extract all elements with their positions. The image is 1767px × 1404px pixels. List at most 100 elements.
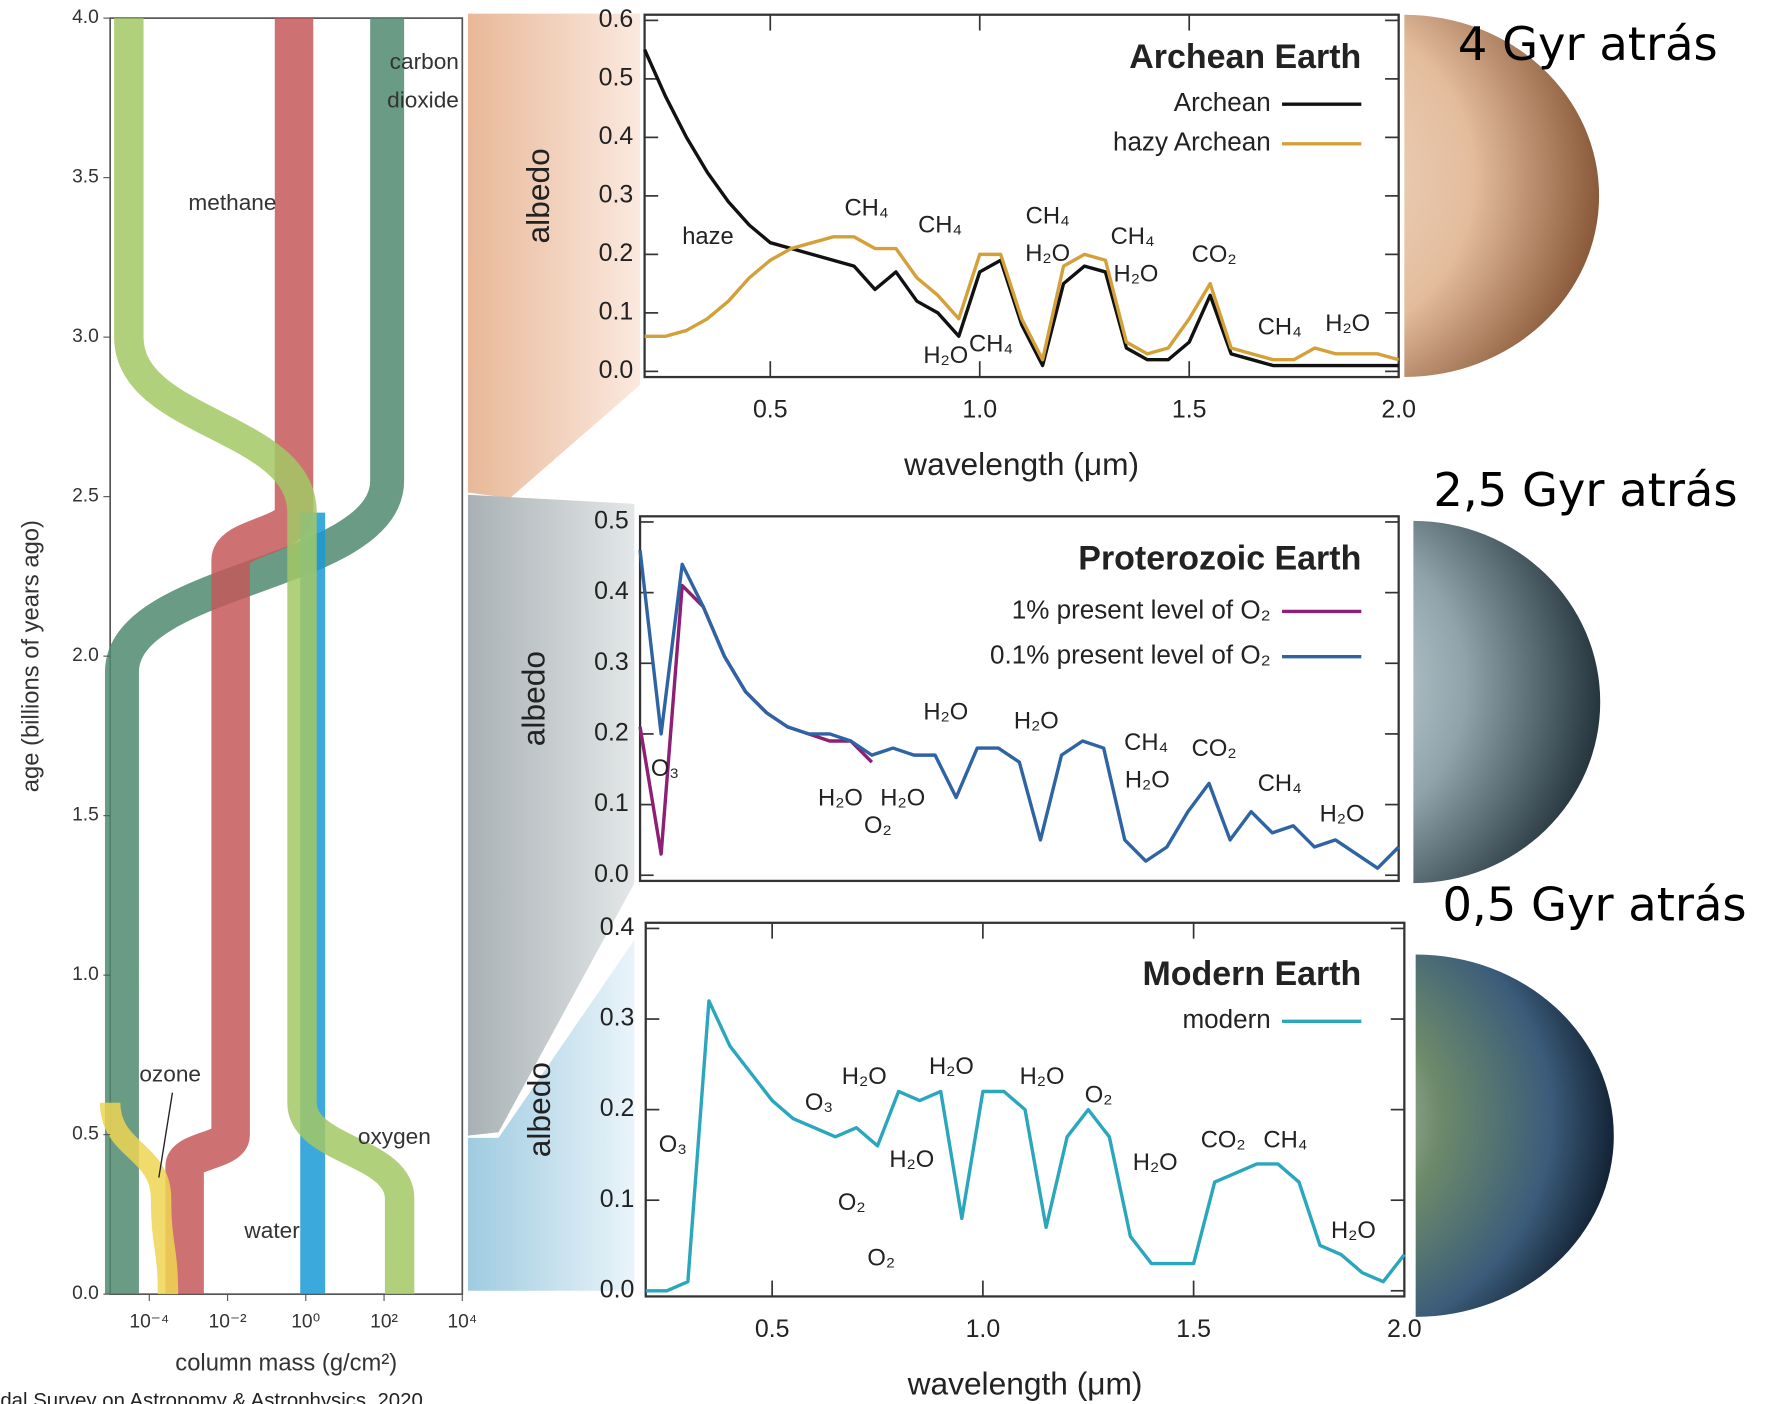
annotation: H₂O — [880, 785, 925, 812]
band-label: water — [243, 1218, 300, 1243]
y-tick-label: 2.5 — [72, 486, 99, 507]
y-tick-label: 0.5 — [594, 507, 629, 535]
band-label: methane — [188, 190, 276, 215]
y-tick-label: 1.0 — [72, 964, 99, 985]
spectrum-line — [643, 48, 1399, 368]
annotation: H₂O — [1125, 767, 1170, 794]
band-label: ozone — [139, 1062, 201, 1087]
annotation: H₂O — [929, 1053, 974, 1080]
y-tick-label: 3.0 — [72, 326, 99, 347]
y-tick-label: 0.3 — [599, 180, 634, 208]
x-axis-label: wavelength (μm) — [907, 1365, 1143, 1401]
y-tick-label: 0.3 — [600, 1004, 635, 1032]
connector — [467, 13, 641, 499]
spectrum-line — [644, 235, 1400, 362]
y-tick-label: 0.5 — [72, 1124, 99, 1145]
y-tick-label: 0.1 — [600, 1185, 635, 1213]
annotation: CH₄ — [1111, 223, 1155, 250]
annotation: CH₄ — [845, 195, 889, 222]
annotation: CH₄ — [1124, 729, 1168, 756]
y-tick-label: 0.4 — [599, 122, 634, 150]
legend-label: Archean — [1174, 87, 1271, 117]
planet-image — [1404, 14, 1600, 377]
y-tick-label: 0.0 — [599, 356, 634, 384]
annotation: haze — [682, 223, 734, 250]
x-axis-label: column mass (g/cm²) — [175, 1350, 397, 1377]
annotation: H₂O — [923, 699, 968, 726]
y-axis-label: albedo — [521, 1062, 557, 1157]
epoch-label: 2,5 Gyr atrás — [1433, 463, 1737, 517]
annotation: CH₄ — [1258, 770, 1302, 797]
y-axis-label: age (billions of years ago) — [17, 520, 44, 792]
annotation: O₃ — [659, 1131, 687, 1158]
y-tick-label: 0.4 — [600, 913, 635, 941]
x-tick-label: 10² — [370, 1312, 398, 1333]
y-tick-label: 0.2 — [599, 239, 634, 267]
x-tick-label: 2.0 — [1381, 396, 1416, 424]
annotation: O₃ — [805, 1089, 833, 1116]
annotation: CH₄ — [1026, 203, 1070, 230]
y-tick-label: 0.1 — [599, 297, 634, 325]
annotation: O₂ — [838, 1189, 866, 1216]
annotation: H₂O — [889, 1146, 934, 1173]
planet-image — [1415, 954, 1614, 1317]
panel-title: Archean Earth — [1129, 38, 1361, 76]
annotation: CH₄ — [1263, 1127, 1307, 1154]
annotation: H₂O — [1325, 310, 1370, 337]
annotation: CH₄ — [1258, 314, 1302, 341]
x-tick-label: 10⁰ — [291, 1312, 320, 1333]
y-tick-label: 0.1 — [594, 789, 629, 817]
y-tick-label: 4.0 — [72, 7, 99, 28]
y-tick-label: 0.6 — [599, 5, 634, 33]
annotation: H₂O — [1014, 708, 1059, 735]
spectrum-line — [638, 550, 1400, 870]
y-tick-label: 0.5 — [599, 63, 634, 91]
x-tick-label: 0.5 — [753, 396, 788, 424]
legend-label: 0.1% present level of O₂ — [990, 640, 1271, 670]
spectrum-line — [645, 999, 1406, 1293]
annotation: CH₄ — [918, 212, 962, 239]
band-label: carbon dioxide — [387, 49, 459, 114]
y-tick-label: 3.5 — [72, 167, 99, 188]
plot-frame — [638, 515, 1400, 883]
x-tick-label: 2.0 — [1387, 1315, 1422, 1343]
band-label: oxygen — [358, 1124, 431, 1149]
y-tick-label: 0.2 — [600, 1094, 635, 1122]
legend-label: modern — [1182, 1004, 1270, 1034]
legend-label: hazy Archean — [1113, 127, 1271, 157]
gas-band — [99, 1102, 179, 1295]
annotation: H₂O — [1331, 1217, 1376, 1244]
y-tick-label: 2.0 — [72, 645, 99, 666]
connector — [467, 494, 635, 1136]
connector — [467, 939, 635, 1291]
y-tick-label: 1.5 — [72, 805, 99, 826]
annotation: H₂O — [923, 342, 968, 369]
planet-image — [1413, 520, 1601, 884]
annotation: H₂O — [1133, 1149, 1178, 1176]
y-axis-label: albedo — [520, 148, 556, 243]
panel-title: Modern Earth — [1142, 955, 1361, 993]
x-tick-label: 1.5 — [1172, 396, 1207, 424]
annotation: H₂O — [1025, 240, 1070, 267]
legend-label: 1% present level of O₂ — [1012, 594, 1271, 624]
annotation: CO₂ — [1192, 241, 1237, 268]
epoch-label: 4 Gyr atrás — [1458, 17, 1718, 71]
x-tick-label: 1.0 — [962, 396, 997, 424]
x-tick-label: 0.5 — [755, 1315, 790, 1343]
annotation: O₂ — [1085, 1081, 1113, 1108]
y-axis-label: albedo — [515, 651, 551, 746]
annotation: H₂O — [1320, 801, 1365, 828]
annotation: H₂O — [842, 1063, 887, 1090]
annotation: CO₂ — [1192, 735, 1237, 762]
y-tick-label: 0.4 — [594, 577, 629, 605]
annotation: H₂O — [1114, 260, 1159, 287]
annotation: O₂ — [867, 1244, 895, 1271]
pointer — [158, 1092, 174, 1178]
x-tick-label: 1.5 — [1176, 1315, 1211, 1343]
annotation: O₂ — [864, 812, 892, 839]
panel-title: Proterozoic Earth — [1078, 539, 1361, 577]
annotation: CH₄ — [969, 331, 1013, 358]
x-tick-label: 1.0 — [966, 1315, 1001, 1343]
